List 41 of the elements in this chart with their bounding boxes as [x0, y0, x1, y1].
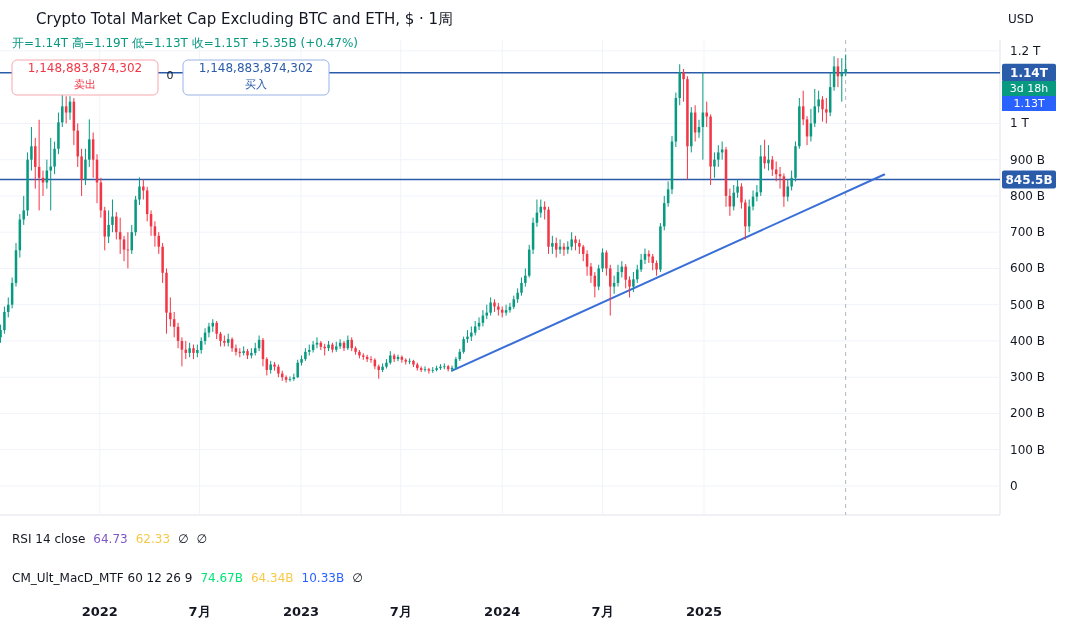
annotation: 0 — [166, 69, 174, 82]
y-tick-label: 0 — [1010, 478, 1018, 493]
y-tick-label: 300 B — [1010, 370, 1045, 385]
x-tick-label: 7月 — [188, 604, 211, 619]
y-tick-label: 600 B — [1010, 261, 1045, 276]
text: 62.33 — [135, 532, 171, 546]
x-tick-label: 7月 — [591, 604, 614, 619]
text: 64.34B — [250, 571, 294, 585]
y-tick-label: 100 B — [1010, 442, 1045, 457]
chart-subtitle: 开=1.14T 高=1.19T 低=1.13T 收=1.15T +5.35B (+0.47%) — [12, 36, 359, 50]
text: 1.13T — [1013, 97, 1045, 110]
text: 74.67B — [200, 571, 243, 585]
annotation: 卖出 — [74, 78, 96, 91]
text: 3d 18h — [1009, 82, 1049, 95]
y-tick-label: 400 B — [1010, 333, 1045, 348]
y-tick-label: 900 B — [1010, 152, 1045, 167]
x-tick-label: 2023 — [282, 604, 320, 619]
y-tick-label: 800 B — [1010, 188, 1045, 203]
x-tick-label: 2025 — [685, 604, 723, 619]
text: USD — [1008, 12, 1034, 26]
ref-line-label: 845.5B — [1005, 172, 1053, 187]
y2-tick-label: 1 T — [1010, 116, 1030, 131]
annotation: 1,148,883,874,302 — [198, 61, 314, 75]
y-tick-label: 200 B — [1010, 406, 1045, 421]
y-tick-label: 500 B — [1010, 297, 1045, 312]
y-tick-label: 700 B — [1010, 225, 1045, 240]
text: 64.73 — [93, 532, 128, 546]
x-tick-label: 2024 — [484, 604, 521, 619]
chart-title: Crypto Total Market Cap Excluding BTC and ETH, $ · 1周 — [36, 10, 454, 28]
text: RSI 14 close — [12, 532, 86, 546]
x-tick-label: 7月 — [389, 604, 412, 619]
text: CM_Ult_MacD_MTF 60 12 26 9 — [12, 571, 193, 585]
text: ∅ — [196, 532, 207, 546]
text: ∅ — [178, 532, 189, 546]
annotation: 1,148,883,874,302 — [27, 61, 143, 75]
ref-line-label: 1.14T — [1010, 66, 1049, 81]
text: 10.33B — [301, 571, 345, 585]
text: ∅ — [352, 571, 363, 585]
annotation: 买入 — [245, 78, 267, 91]
y2-tick-label: 1.2 T — [1010, 43, 1041, 58]
x-tick-label: 2022 — [81, 604, 118, 619]
